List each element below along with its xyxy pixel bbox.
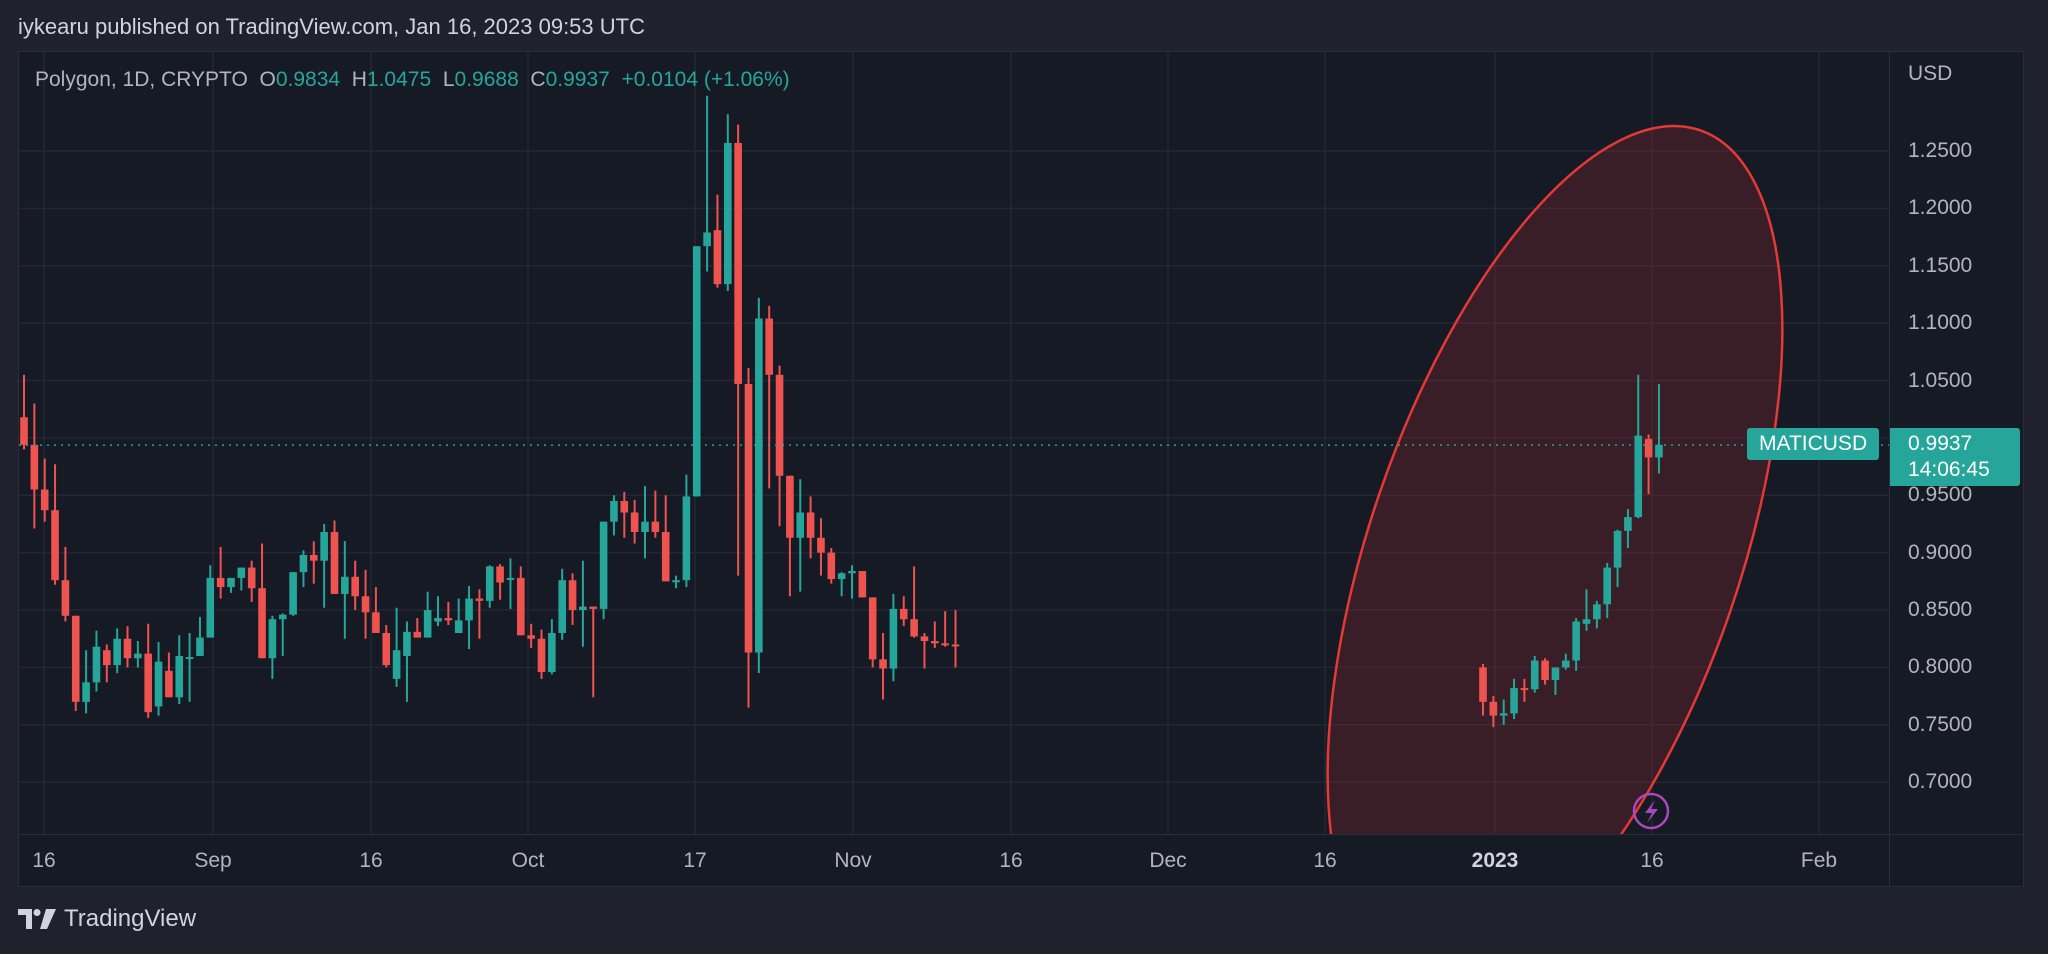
time-tick: 16 (1640, 849, 1664, 872)
time-tick: 2023 (1471, 849, 1519, 872)
symbol-price-label: MATICUSD (1747, 428, 1880, 460)
price-tick: 1.1000 (1908, 311, 1973, 335)
price-tick: 0.9000 (1908, 540, 1973, 564)
close-label: C (530, 68, 546, 91)
price-axis[interactable]: USD 1.2500 1.2000 1.1500 1.1000 1.0500 0.9500… (1889, 52, 2024, 834)
time-axis[interactable]: 16 Sep 16 Oct 17 Nov 16 Dec 16 2023 16 Feb (19, 834, 1889, 887)
change-value: +0.0104 (+1.06%) (621, 68, 790, 91)
high-value: 1.0475 (366, 68, 432, 91)
price-tick: 0.8000 (1908, 655, 1973, 679)
plot-area[interactable]: Polygon, 1D, CRYPTO O0.9834 H1.0475 L0.9… (19, 52, 1889, 834)
price-tick: 1.1500 (1908, 253, 1973, 277)
time-tick: 16 (1313, 849, 1337, 872)
time-tick: 16 (32, 849, 56, 872)
low-label: L (442, 68, 455, 91)
close-value: 0.9937 (545, 68, 610, 91)
time-tick: 17 (683, 849, 707, 872)
time-tick: Dec (1149, 849, 1187, 872)
low-value: 0.9688 (454, 68, 519, 91)
publish-info: iykearu published on TradingView.com, Ja… (18, 14, 645, 39)
bar-countdown: 14:06:45 (1908, 458, 1990, 481)
currency-label: USD (1908, 62, 1953, 85)
time-tick: Oct (511, 849, 545, 872)
symbol-legend: Polygon, 1D, CRYPTO O0.9834 H1.0475 L0.9… (35, 68, 790, 92)
time-tick: 16 (359, 849, 383, 872)
tradingview-logo-icon (18, 909, 56, 929)
time-tick: 16 (999, 849, 1023, 872)
price-tick: 1.2500 (1908, 139, 1973, 162)
time-tick: Feb (1800, 849, 1838, 872)
brand-name: TradingView (64, 905, 197, 932)
price-tick: 0.9500 (1908, 483, 1973, 507)
last-price-label: 0.9937 14:06:45 (1890, 428, 2020, 486)
event-lightning-icon[interactable] (1632, 792, 1670, 830)
price-tick: 0.7500 (1908, 712, 1973, 736)
tradingview-logo[interactable]: TradingView (18, 905, 196, 933)
price-tick: 1.2000 (1908, 196, 1973, 220)
symbol-text: Polygon, 1D, CRYPTO (35, 68, 248, 91)
open-label: O (259, 68, 276, 91)
open-value: 0.9834 (275, 68, 341, 91)
axis-corner (1889, 834, 2024, 887)
chart-frame[interactable]: Polygon, 1D, CRYPTO O0.9834 H1.0475 L0.9… (18, 51, 2024, 887)
price-tick: 1.0500 (1908, 368, 1973, 392)
price-tick: 0.8500 (1908, 598, 1973, 622)
high-label: H (351, 68, 367, 91)
time-tick: Nov (834, 849, 872, 872)
price-tick: 0.7000 (1908, 770, 1973, 794)
time-tick: Sep (194, 849, 232, 872)
candlestick-chart[interactable] (19, 52, 1889, 834)
last-price-value: 0.9937 (1908, 432, 1973, 455)
